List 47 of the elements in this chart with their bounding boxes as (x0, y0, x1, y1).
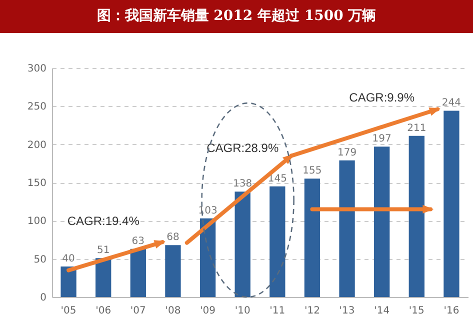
bar (444, 110, 460, 297)
bar (339, 160, 355, 297)
y-tick-label: 50 (34, 254, 46, 266)
x-tick-label: '07 (130, 306, 146, 316)
x-tick-label: '12 (304, 306, 320, 316)
x-tick-label: '13 (339, 306, 355, 316)
data-label: 145 (268, 173, 287, 184)
data-label: 179 (337, 147, 357, 158)
x-tick-label: '11 (270, 306, 286, 316)
data-label: 244 (442, 98, 462, 109)
bar (165, 245, 181, 297)
data-label: 68 (166, 232, 180, 244)
chart-title: 图：我国新车销量 2012 年超过 1500 万辆 (0, 0, 473, 33)
x-tick-label: '14 (374, 306, 390, 316)
bar (96, 258, 112, 297)
y-tick-label: 250 (27, 102, 46, 113)
x-tick-label: '09 (200, 306, 216, 316)
annotation: CAGR:28.9% (206, 140, 279, 155)
data-label: 103 (198, 205, 218, 216)
x-tick-label: '08 (165, 306, 181, 316)
data-label: 63 (132, 236, 145, 247)
annotation: CAGR:9.9% (349, 90, 415, 105)
data-label: 138 (233, 178, 252, 190)
data-label: 197 (372, 134, 392, 145)
bar (374, 146, 390, 297)
y-tick-label: 150 (27, 178, 46, 189)
data-label: 40 (62, 253, 75, 264)
y-tick-label: 100 (27, 216, 46, 228)
data-label: 211 (407, 122, 426, 134)
bar (408, 136, 424, 297)
bar (60, 266, 76, 297)
bar (130, 248, 146, 297)
y-tick-label: 0 (40, 292, 46, 304)
x-tick-label: '05 (60, 306, 76, 316)
bar (270, 186, 286, 297)
bar (304, 178, 320, 297)
x-tick-label: '15 (408, 306, 424, 316)
data-label: 51 (96, 245, 110, 256)
data-label: 155 (302, 166, 322, 177)
x-tick-label: '06 (96, 306, 112, 316)
y-tick-label: 200 (27, 140, 46, 151)
bar (200, 218, 216, 297)
x-tick-label: '16 (444, 306, 460, 316)
annotation: CAGR:19.4% (67, 214, 140, 228)
x-tick-label: '10 (234, 306, 250, 316)
y-tick-label: 300 (27, 64, 46, 74)
bar (234, 192, 250, 297)
